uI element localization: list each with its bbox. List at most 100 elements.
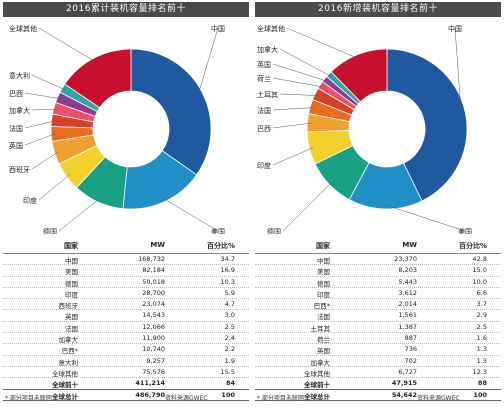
leader-line (31, 108, 58, 111)
footnote: * 部分项目未联网 (257, 395, 304, 402)
table-row: 德国 50,018 10.3 (3, 277, 249, 288)
table-row: 英国 736 1.3 (255, 344, 501, 356)
table-row: 巴西* 10,740 2.2 (3, 344, 249, 356)
cell-country: 法国 (65, 324, 78, 333)
cell-country: 印度 (65, 290, 78, 299)
table-row: 法国 1,561 2.9 (255, 310, 501, 322)
cell-pct: 5.9 (224, 288, 235, 297)
leader-line (31, 151, 59, 170)
slice-label: 中国 (448, 24, 462, 33)
slice-label: 巴西 (257, 125, 271, 133)
total-row: 全球前十 411,214 84 (3, 378, 249, 390)
slice-label: 加拿大 (257, 45, 278, 54)
cell-country: 全球前十 (52, 381, 78, 390)
table-row: 印度 28,700 5.9 (3, 288, 249, 300)
header-country: 国家 (316, 242, 330, 250)
slice-label: 美国 (211, 227, 225, 234)
chart-title: 2016累计装机容量排名前十 (3, 2, 249, 17)
cell-mw: 486,790 (135, 390, 165, 399)
table-row: 土耳其 1,387 2.5 (255, 322, 501, 334)
footnote: * 部分项目未联网 (5, 395, 52, 402)
table-row: 西班牙 23,074 4.7 (3, 299, 249, 311)
slice-label: 德国 (267, 227, 281, 234)
cell-country: 英国 (65, 313, 78, 322)
table-row: 英国 14,543 3.0 (3, 310, 249, 322)
leader-line (454, 27, 462, 112)
cell-mw: 14,543 (142, 311, 165, 320)
slice-label: 法国 (257, 106, 271, 115)
slice-label: 英国 (9, 141, 23, 150)
header-pct: 百分比% (206, 242, 235, 250)
cell-pct: 12.3 (472, 367, 487, 376)
table-row: 全球其他 75,576 15.5 (3, 367, 249, 379)
cell-mw: 10,740 (142, 345, 165, 354)
cell-country: 加拿大 (58, 336, 79, 345)
leader-line (24, 133, 56, 146)
cell-pct: 1.9 (224, 356, 235, 365)
cell-pct: 100 (221, 390, 235, 399)
cell-pct: 16.9 (220, 266, 235, 275)
cell-pct: 1.6 (476, 334, 487, 343)
cell-country: 全球前十 (304, 381, 330, 390)
slice-label: 巴西 (9, 90, 23, 98)
cell-country: 英国 (317, 347, 330, 356)
slice-label: 英国 (257, 60, 271, 69)
cell-pct: 10.0 (472, 277, 487, 286)
cell-country: 印度 (317, 290, 330, 299)
donut-slice-0 (386, 48, 468, 202)
source-note: 资料来源GWEC (417, 395, 460, 402)
cell-pct: 6.6 (476, 288, 487, 297)
cell-country: 全球总计 (52, 392, 78, 401)
data-table: 中国 23,370 42.8 美国 8,203 15.0 德国 5,443 10.0 印度 3,61… (255, 254, 501, 401)
cell-mw: 54,642 (391, 390, 417, 399)
cell-pct: 2.9 (476, 311, 487, 320)
cell-mw: 47,915 (391, 379, 417, 388)
cell-mw: 23,370 (394, 255, 417, 263)
cell-country: 加拿大 (310, 358, 331, 367)
leader-line (38, 174, 71, 201)
slice-label: 西班牙 (9, 165, 30, 174)
cell-mw: 12,066 (142, 322, 165, 331)
cell-mw: 168,732 (138, 255, 165, 263)
source-note: 资料来源GWEC (165, 395, 208, 402)
slice-label: 中国 (211, 24, 225, 33)
cell-pct: 15.5 (220, 367, 235, 376)
slice-label: 美国 (458, 227, 472, 234)
table-row: 美国 8,203 15.0 (255, 265, 501, 277)
cell-mw: 887 (404, 334, 417, 343)
leader-line (162, 197, 219, 232)
cell-country: 法国 (317, 313, 330, 322)
leader-line (272, 122, 312, 129)
slice-label: 法国 (9, 124, 23, 133)
cell-mw: 1,387 (398, 322, 417, 331)
cell-mw: 3,612 (398, 288, 417, 297)
table-row: 巴西* 2,014 3.7 (255, 299, 501, 311)
cell-pct: 2.5 (224, 322, 235, 331)
slice-label: 全球其他 (9, 24, 37, 33)
cell-pct: 15.0 (472, 266, 487, 275)
chart-title: 2016新增装机容量排名前十 (255, 2, 501, 17)
cell-mw: 23,074 (142, 300, 165, 309)
cell-mw: 1,561 (398, 311, 417, 320)
cell-country: 全球总计 (304, 392, 330, 401)
new-capacity-panel: 2016新增装机容量排名前十 中国 美国 德国 印度 巴西 法国 土耳其 荷兰 英国 加拿大 全球其… (255, 2, 501, 405)
cell-pct: 42.8 (472, 255, 487, 263)
table-row: 中国 23,370 42.8 (255, 254, 501, 266)
cell-mw: 5,443 (398, 277, 417, 286)
slice-label: 印度 (23, 196, 37, 205)
leader-line (38, 27, 96, 63)
total-row: 全球前十 47,915 88 (255, 378, 501, 390)
cell-pct: 3.7 (476, 300, 487, 309)
cell-country: 荷兰 (317, 336, 330, 345)
table-header: 国家 MW 百分比% (3, 237, 249, 254)
cell-mw: 75,576 (142, 367, 165, 376)
cell-pct: 100 (473, 390, 487, 399)
cell-pct: 1.3 (476, 345, 487, 354)
cell-country: 全球其他 (52, 369, 78, 378)
cell-pct: 2.2 (224, 345, 235, 354)
cell-pct: 88 (477, 379, 487, 388)
table-row: 荷兰 887 1.6 (255, 333, 501, 345)
table-row: 法国 12,066 2.5 (3, 322, 249, 334)
